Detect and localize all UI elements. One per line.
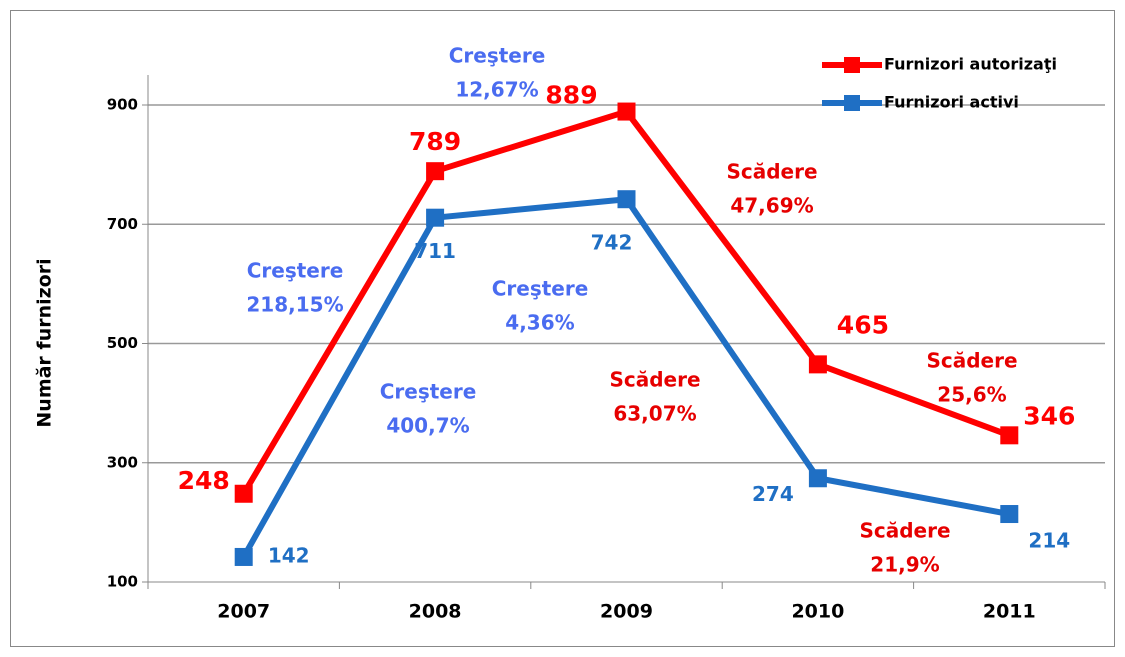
marker [617,102,636,121]
data-label: 274 [752,482,794,506]
marker [1000,505,1019,524]
annotation: Creştere [449,44,546,68]
annotation: 25,6% [937,383,1006,407]
y-axis-title: Număr furnizori [34,258,56,427]
data-label: 711 [414,239,456,263]
y-tick-label: 900 [107,96,138,114]
annotation: Creştere [492,277,589,301]
annotation: 21,9% [870,553,939,577]
annotation: Scădere [609,368,700,392]
marker [1000,426,1019,445]
data-label: 889 [545,81,597,110]
data-label: 465 [837,310,889,339]
annotation: 12,67% [455,78,538,102]
x-tick-label: 2010 [791,601,844,623]
y-tick-label: 100 [107,573,138,591]
marker [234,547,253,566]
annotation: Scădere [859,519,950,543]
x-tick-label: 2011 [983,601,1036,623]
annotation: Scădere [926,349,1017,373]
x-tick-label: 2008 [409,601,462,623]
annotation: Creştere [380,380,477,404]
annotation: Scădere [726,160,817,184]
y-tick-label: 700 [107,215,138,233]
x-tick-label: 2009 [600,601,653,623]
marker [234,484,253,503]
marker [808,469,827,488]
legend-label: Furnizori autorizaţi [884,55,1057,74]
data-label: 742 [591,231,633,255]
annotation: 4,36% [505,311,574,335]
legend-label: Furnizori activi [884,93,1019,112]
data-label: 248 [178,466,230,495]
data-label: 142 [268,543,310,567]
marker [808,355,827,374]
legend-marker [844,57,860,73]
legend-marker [844,95,860,111]
annotation: Creştere [247,259,344,283]
x-tick-label: 2007 [217,601,270,623]
annotation: 218,15% [246,293,343,317]
y-tick-label: 500 [107,334,138,352]
data-label: 789 [409,127,461,156]
annotation: 47,69% [730,194,813,218]
data-label: 346 [1023,401,1075,430]
marker [426,162,445,181]
chart-border [10,10,1115,647]
y-tick-label: 300 [107,453,138,471]
annotation: 400,7% [386,414,469,438]
data-label: 214 [1028,529,1070,553]
annotation: 63,07% [613,402,696,426]
marker [617,190,636,209]
marker [426,208,445,227]
